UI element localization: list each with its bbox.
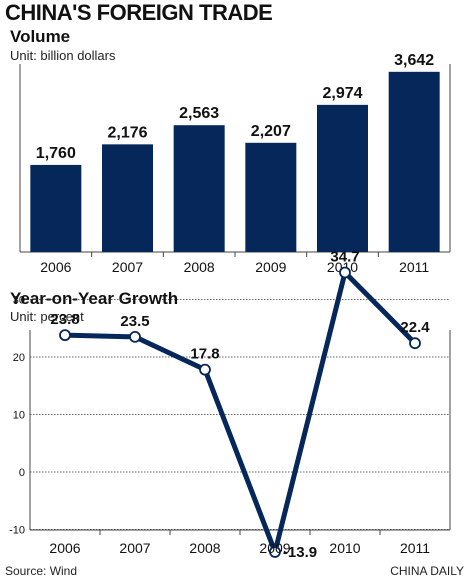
growth-xtick-2008: 2008 (189, 540, 220, 556)
volume-value-2011: 3,642 (394, 52, 434, 69)
volume-xtick-2007: 2007 (112, 259, 143, 275)
volume-bar-2009 (245, 142, 297, 252)
growth-ytick-label: 30 (13, 295, 25, 307)
volume-bar-2008 (173, 125, 225, 252)
volume-bar-2010 (317, 104, 368, 252)
growth-value-2009: -13.9 (283, 544, 317, 561)
credit-label: CHINA DAILY (390, 564, 464, 578)
volume-value-2007: 2,176 (107, 124, 147, 141)
growth-ytick-label: 10 (13, 410, 25, 422)
volume-bar-2011 (388, 71, 440, 253)
volume-xtick-2011: 2011 (399, 259, 429, 275)
growth-value-2008: 17.8 (190, 346, 219, 363)
growth-point-2009 (269, 546, 281, 558)
volume-xtick-2006: 2006 (40, 259, 71, 275)
page-title: CHINA'S FOREIGN TRADE (5, 0, 273, 25)
volume-value-2008: 2,563 (179, 105, 219, 122)
growth-value-2010: 34.7 (330, 248, 359, 265)
volume-bar-2006 (30, 164, 82, 252)
volume-value-2010: 2,974 (322, 85, 362, 102)
growth-xtick-2007: 2007 (119, 540, 150, 556)
growth-ytick-label: 20 (13, 352, 25, 364)
growth-xtick-2009: 2009 (259, 540, 290, 556)
growth-xtick-2011: 2011 (400, 540, 430, 556)
volume-xtick-2009: 2009 (255, 259, 286, 275)
growth-xtick-2006: 2006 (49, 540, 80, 556)
growth-ytick-label: 0 (19, 467, 25, 479)
source-note: Source: Wind (5, 564, 78, 578)
growth-xtick-2010: 2010 (329, 540, 360, 556)
growth-unit-label: Unit: percent (10, 309, 84, 324)
growth-series-line (64, 269, 417, 555)
growth-point-2010 (339, 266, 351, 279)
growth-chart-title: Year-on-Year Growth (10, 289, 179, 308)
growth-point-2008 (199, 363, 211, 376)
growth-point-2007 (129, 330, 141, 343)
growth-value-2007: 23.5 (120, 313, 149, 330)
growth-point-2011 (409, 337, 421, 350)
volume-xtick-2008: 2008 (184, 259, 215, 275)
volume-value-2006: 1,760 (36, 145, 76, 162)
growth-value-2006: 23.8 (50, 311, 79, 328)
volume-bar-chart: 1,760 2006 2,176 2007 2,563 2008 2,207 2009 2,97… (19, 52, 451, 275)
growth-ytick-label: -10 (9, 525, 25, 537)
volume-value-2009: 2,207 (251, 123, 291, 140)
volume-chart-title: Volume (10, 27, 71, 46)
growth-value-2011: 22.4 (400, 319, 430, 336)
volume-unit-label: Unit: billion dollars (10, 48, 116, 63)
volume-bar-2007 (102, 144, 153, 252)
growth-point-2006 (59, 329, 71, 342)
